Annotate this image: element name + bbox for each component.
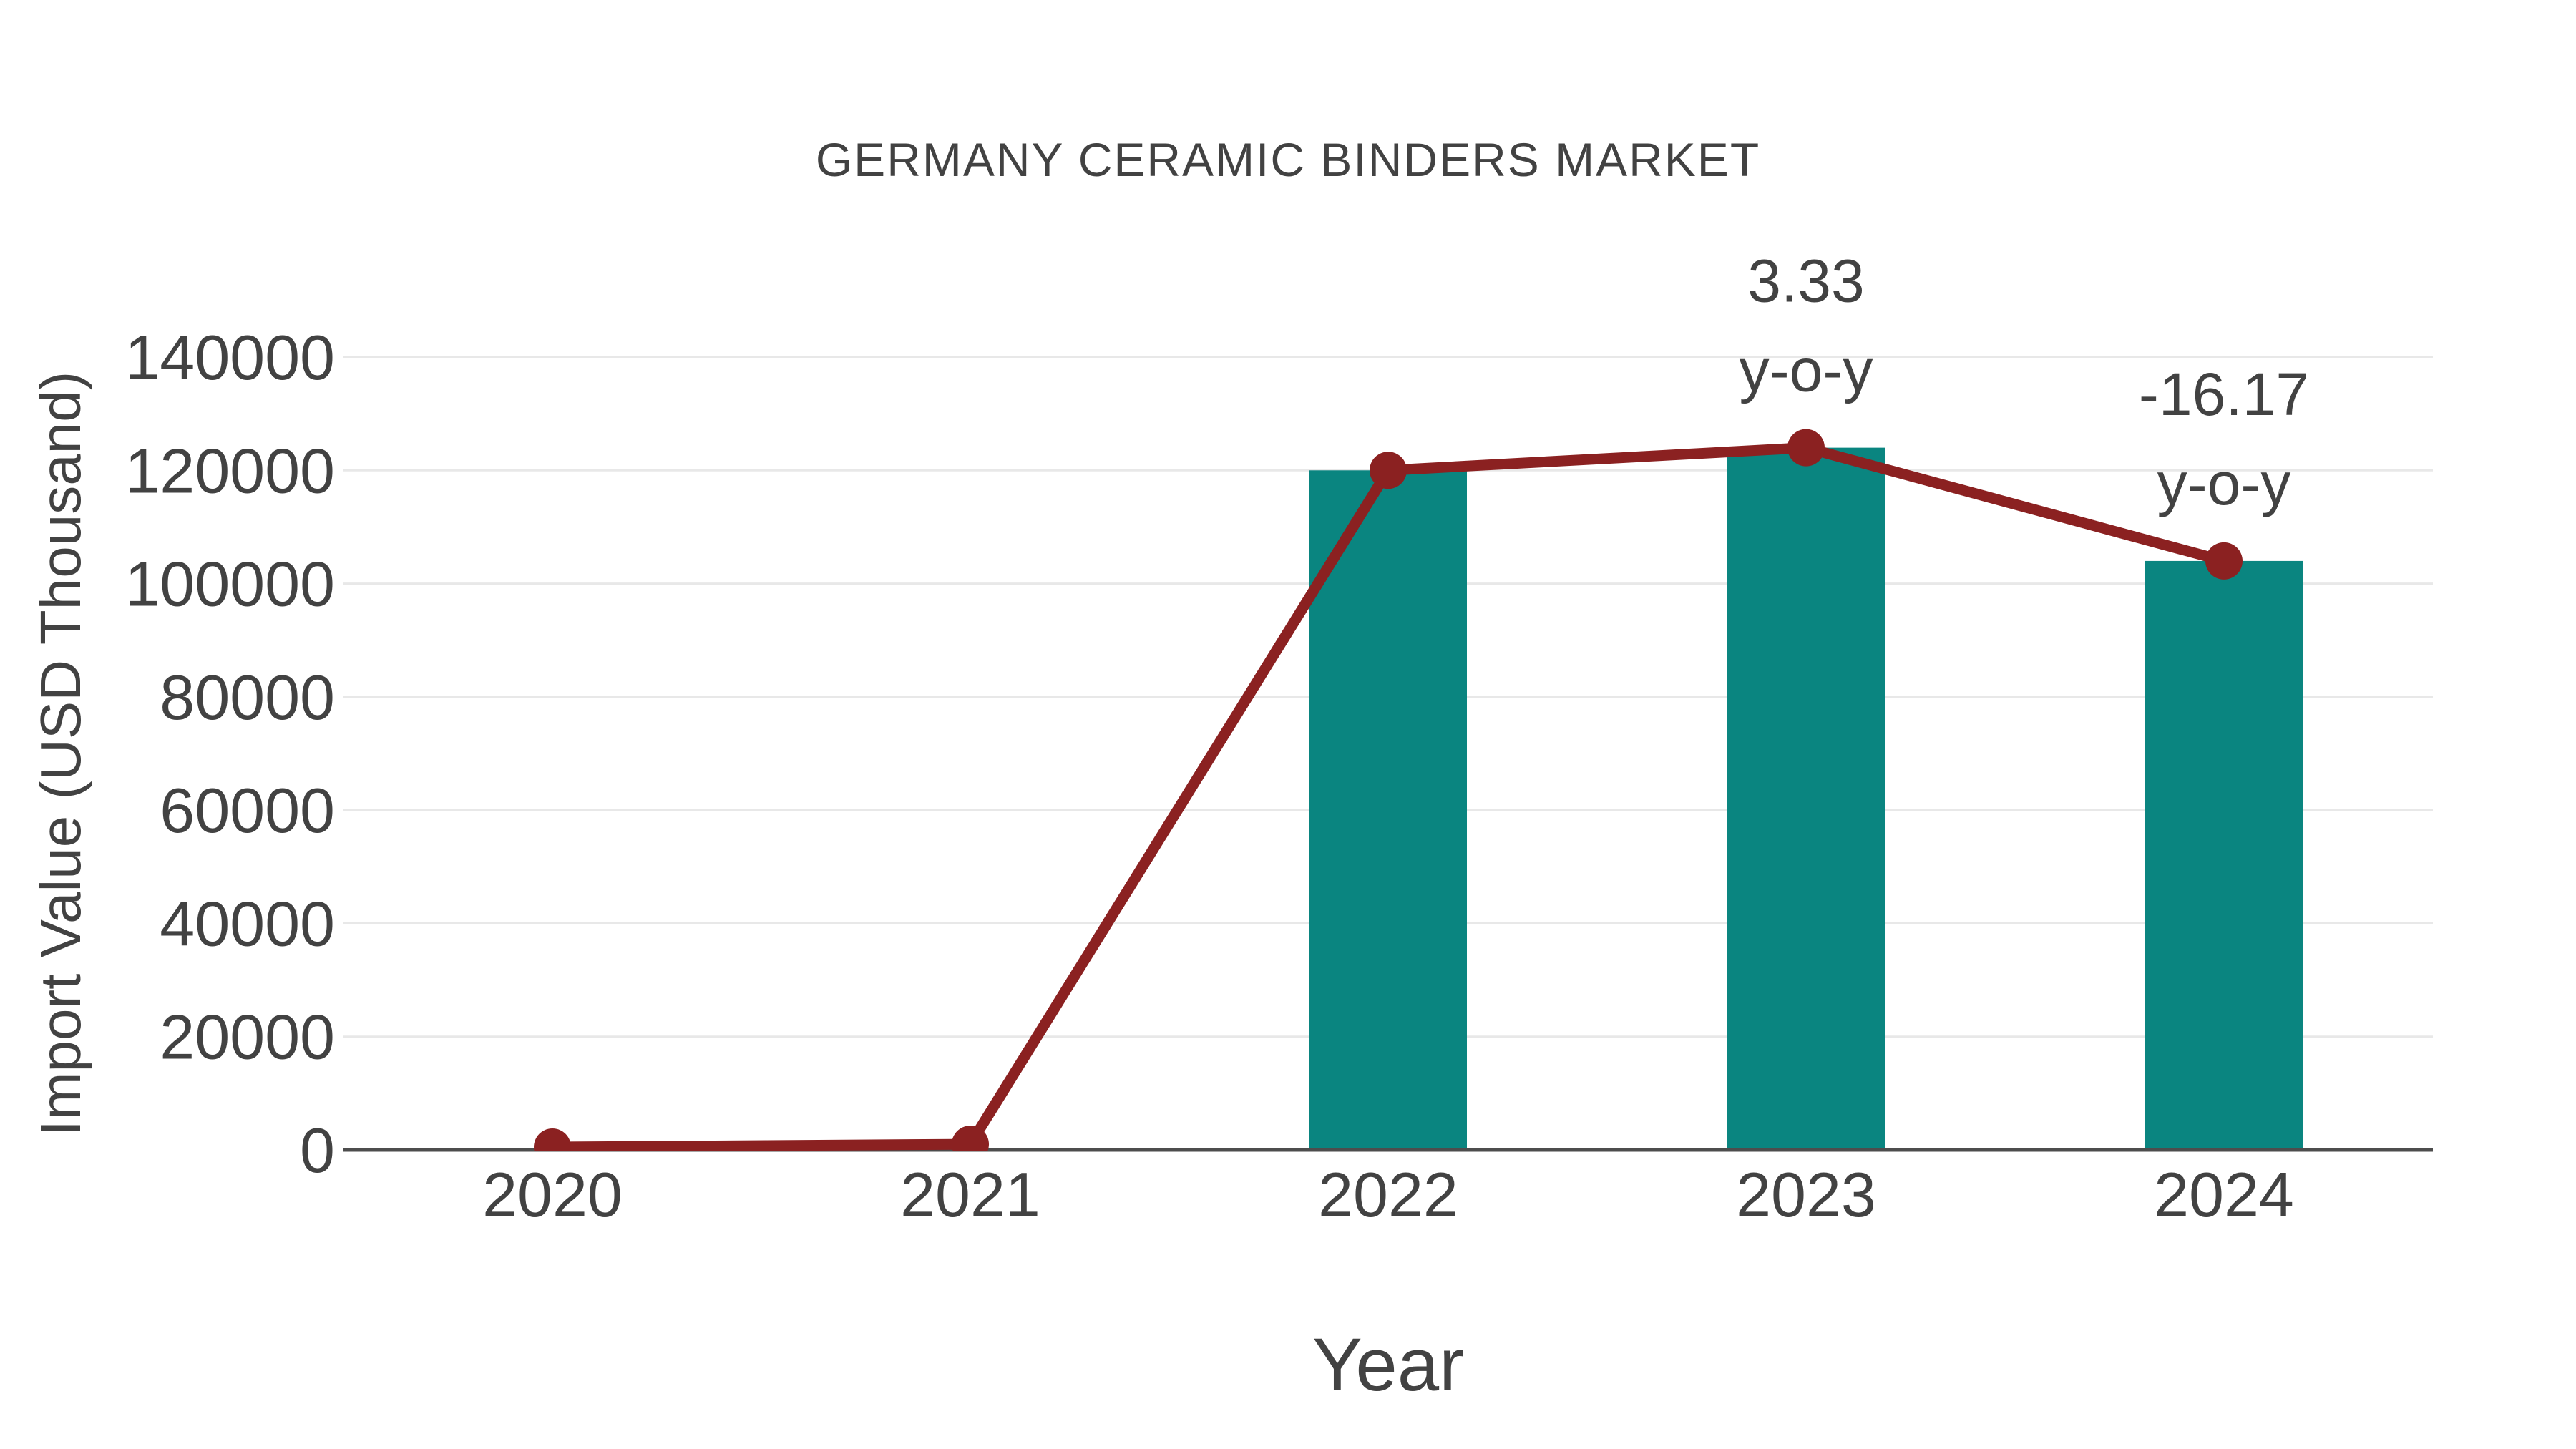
annotation-suffix: y-o-y	[1740, 337, 1873, 404]
y-tick-label: 40000	[160, 888, 335, 959]
trend-marker	[534, 1128, 571, 1151]
y-tick-label: 140000	[125, 322, 335, 393]
bar	[1727, 447, 1885, 1150]
x-tick-label: 2024	[2154, 1159, 2294, 1230]
annotation-value: 3.33	[1747, 248, 1865, 315]
x-tick-label: 2022	[1318, 1159, 1458, 1230]
trend-marker	[2205, 542, 2243, 580]
y-tick-label: 100000	[125, 549, 335, 620]
x-tick-label: 2020	[482, 1159, 623, 1230]
x-axis-title: Year	[1312, 1323, 1465, 1407]
trend-marker	[1787, 429, 1825, 467]
bar	[2145, 560, 2303, 1150]
y-tick-label: 60000	[160, 775, 335, 846]
chart-title: GERMANY CERAMIC BINDERS MARKET	[815, 133, 1761, 186]
y-tick-label: 0	[300, 1115, 335, 1186]
trend-line-group	[534, 429, 2243, 1151]
annotation-value: -16.17	[2139, 361, 2309, 428]
y-tick-label: 20000	[160, 1002, 335, 1073]
trend-marker	[952, 1126, 989, 1151]
annotation-suffix: y-o-y	[2157, 450, 2291, 517]
x-tick-label: 2023	[1736, 1159, 1876, 1230]
x-tick-label: 2021	[900, 1159, 1040, 1230]
trend-marker	[1370, 452, 1407, 489]
y-tick-label: 80000	[160, 662, 335, 733]
bar	[1309, 470, 1467, 1150]
y-tick-label: 120000	[125, 435, 335, 506]
